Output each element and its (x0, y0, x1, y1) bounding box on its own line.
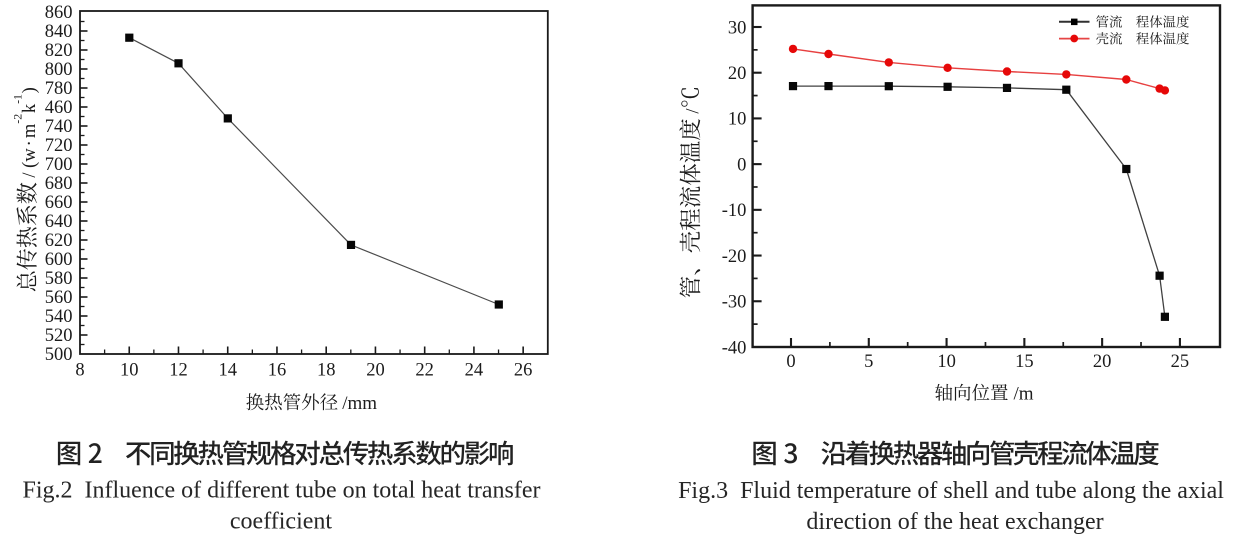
svg-text:20: 20 (366, 361, 385, 381)
svg-text:20: 20 (1093, 352, 1112, 372)
svg-text:820: 820 (45, 41, 73, 61)
svg-text:840: 840 (45, 22, 73, 42)
svg-text:22: 22 (415, 361, 434, 381)
svg-text:14: 14 (218, 361, 237, 381)
svg-text:25: 25 (1171, 352, 1190, 372)
svg-text:12: 12 (169, 361, 188, 381)
svg-text:560: 560 (45, 288, 73, 308)
svg-text:10: 10 (937, 352, 956, 372)
svg-text:8: 8 (75, 361, 84, 381)
svg-text:660: 660 (45, 193, 73, 213)
svg-text:700: 700 (45, 155, 73, 175)
svg-text:/: / (684, 108, 704, 114)
svg-text:520: 520 (45, 326, 73, 346)
svg-text:m: m (20, 123, 40, 138)
svg-text:-30: -30 (722, 293, 747, 313)
svg-text:-20: -20 (722, 247, 747, 267)
svg-text:24: 24 (465, 361, 484, 381)
svg-text:18: 18 (317, 361, 336, 381)
svg-text:5: 5 (864, 352, 873, 372)
svg-text:/ (w: / (w (20, 148, 40, 178)
svg-text:860: 860 (45, 3, 73, 23)
svg-text:-10: -10 (722, 201, 747, 221)
svg-text:800: 800 (45, 60, 73, 80)
svg-text:460: 460 (45, 98, 73, 118)
svg-text:/mm: /mm (342, 393, 377, 414)
svg-text:0: 0 (737, 155, 746, 175)
svg-text:30: 30 (728, 18, 747, 38)
svg-text:540: 540 (45, 307, 73, 327)
svg-text:-40: -40 (722, 338, 747, 358)
svg-text:coefficient: coefficient (230, 509, 332, 535)
svg-text:-2: -2 (11, 114, 25, 124)
svg-text:k: k (20, 103, 40, 113)
svg-text:580: 580 (45, 269, 73, 289)
svg-text:Fig.2 Influence of different: Fig.2 Influence of different tube on tot… (22, 478, 540, 504)
svg-text:640: 640 (45, 212, 73, 232)
svg-text:/m: /m (1014, 383, 1034, 404)
svg-text:): ) (20, 87, 40, 93)
svg-text:600: 600 (45, 250, 73, 270)
svg-text:direction of the heat exchange: direction of the heat exchanger (806, 509, 1103, 535)
svg-text:15: 15 (1015, 352, 1034, 372)
svg-text:·: · (20, 140, 40, 146)
svg-text:26: 26 (514, 361, 533, 381)
svg-text:720: 720 (45, 136, 73, 156)
svg-text:20: 20 (728, 64, 747, 84)
svg-text:10: 10 (120, 361, 139, 381)
svg-text:620: 620 (45, 231, 73, 251)
svg-text:780: 780 (45, 79, 73, 99)
svg-text:10: 10 (728, 110, 747, 130)
svg-text:680: 680 (45, 174, 73, 194)
svg-text:0: 0 (786, 352, 795, 372)
svg-text:16: 16 (268, 361, 287, 381)
svg-text:500: 500 (45, 345, 73, 365)
svg-text:Fig.3 Fluid temperature of sh: Fig.3 Fluid temperature of shell and tub… (678, 478, 1224, 504)
svg-text:-1: -1 (11, 94, 25, 104)
svg-text:740: 740 (45, 117, 73, 137)
